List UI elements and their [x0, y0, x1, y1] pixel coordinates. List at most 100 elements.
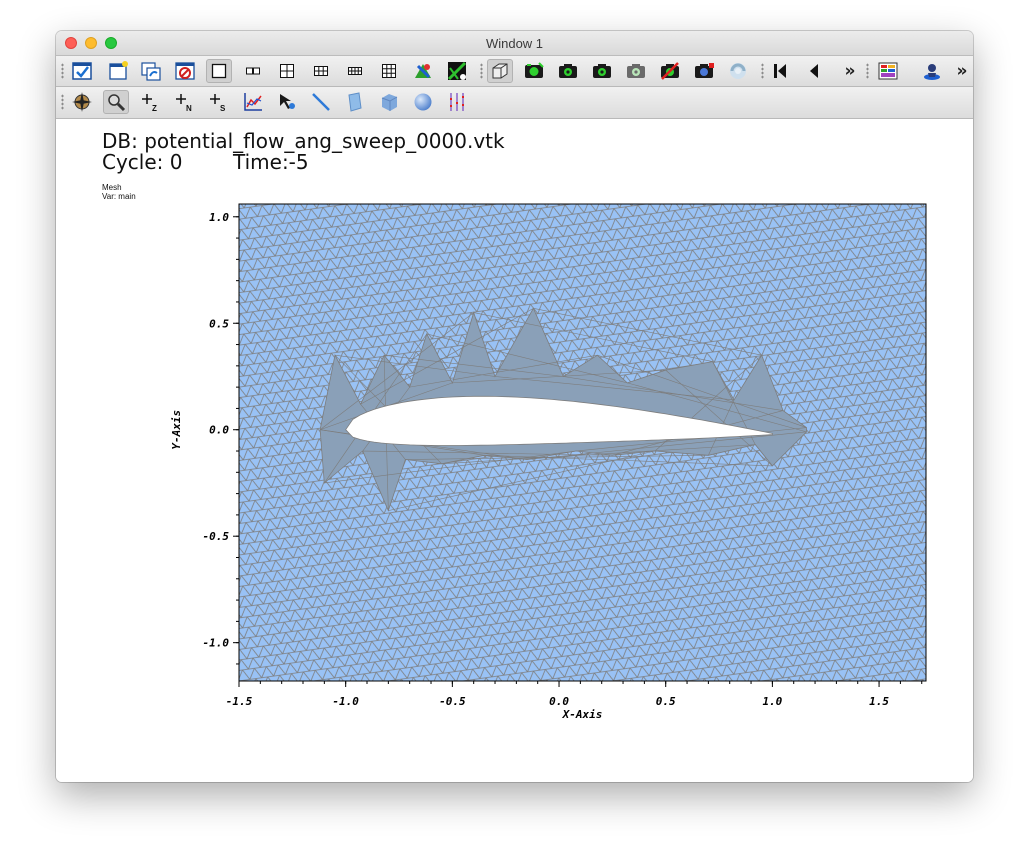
window-title: Window 1: [485, 36, 544, 51]
node-pick-label: N: [186, 104, 192, 113]
x-tick-label: 1.5: [869, 695, 889, 708]
line-tool-icon[interactable]: [308, 90, 334, 114]
refinement-line: [452, 369, 666, 384]
refinement-line: [334, 354, 496, 377]
y-tick-label: -1.0: [203, 637, 230, 650]
x-tick-label: -1.0: [332, 695, 359, 708]
zone-pick-icon[interactable]: Z: [138, 90, 164, 114]
refinement-line: [384, 354, 564, 377]
layout-2x3-icon[interactable]: [308, 59, 334, 83]
close-window-button[interactable]: [65, 37, 77, 49]
refinement-line: [533, 308, 762, 356]
toolbar-grip[interactable]: [761, 63, 764, 79]
refinement-line: [597, 354, 807, 428]
toolbar-grip[interactable]: [480, 63, 483, 79]
legend-variable: Var: main: [102, 192, 136, 201]
database-label: DB: potential_flow_ang_sweep_0000.vtk: [102, 129, 505, 153]
camera-view-1-icon[interactable]: [555, 59, 581, 83]
previous-frame-icon[interactable]: [801, 59, 827, 83]
clone-window-icon[interactable]: [138, 59, 164, 83]
refinement-line: [473, 312, 713, 362]
y-axis-label: Y-Axis: [170, 410, 183, 450]
first-frame-icon[interactable]: [767, 59, 793, 83]
x-tick-label: -1.5: [226, 695, 253, 708]
lineout-icon[interactable]: [240, 90, 266, 114]
layout-2x4-icon[interactable]: [342, 59, 368, 83]
box-tool-icon[interactable]: [376, 90, 402, 114]
refinement-line: [405, 454, 709, 460]
point-tool-icon[interactable]: [274, 90, 300, 114]
x-axis-label: X-Axis: [562, 708, 603, 721]
plane-tool-icon[interactable]: [342, 90, 368, 114]
view-3d-icon[interactable]: [487, 59, 513, 83]
x-axis-ticks: -1.5 -1.0 -0.5 0.0 0.5 1.0 1.5: [226, 681, 923, 708]
apply-window-icon[interactable]: [69, 59, 95, 83]
node-pick-icon[interactable]: N: [172, 90, 198, 114]
mesh-plot[interactable]: -1.5 -1.0 -0.5 0.0 0.5 1.0 1.5 1.00.50.0-0.5-1…: [56, 119, 973, 782]
legend-plot-type: Mesh: [102, 183, 122, 192]
sphere-tool-icon[interactable]: [410, 90, 436, 114]
visualization-canvas[interactable]: DB: potential_flow_ang_sweep_0000.vtk Cy…: [56, 119, 973, 782]
overflow-chevron-icon[interactable]: »: [844, 61, 856, 81]
y-tick-label: 0.5: [209, 317, 229, 330]
layout-2x2-icon[interactable]: [274, 59, 300, 83]
camera-view-3-icon[interactable]: [623, 59, 649, 83]
delete-window-icon[interactable]: [172, 59, 198, 83]
toolbar-grip[interactable]: [61, 94, 64, 110]
refinement-line: [665, 369, 773, 467]
main-toolbar: » »: [56, 56, 973, 87]
layout-1x1-icon[interactable]: [206, 59, 232, 83]
refinement-line: [526, 431, 807, 460]
x-tick-label: 1.0: [762, 695, 782, 708]
x-tick-label: 0.5: [656, 695, 676, 708]
interaction-toolbar: Z N S: [56, 87, 973, 119]
refinement-line: [426, 333, 628, 384]
layout-3x3-icon[interactable]: [376, 59, 402, 83]
layout-1x2-icon[interactable]: [240, 59, 266, 83]
minimize-window-button[interactable]: [85, 37, 97, 49]
refinement-line: [319, 312, 474, 430]
refinement-line: [409, 354, 598, 388]
camera-disabled-icon[interactable]: [657, 59, 683, 83]
refinement-line: [362, 450, 613, 456]
user-tool-icon[interactable]: [919, 59, 945, 83]
camera-view-4-icon[interactable]: [691, 59, 717, 83]
camera-view-2-icon[interactable]: [589, 59, 615, 83]
undo-view-icon[interactable]: [725, 59, 751, 83]
y-axis-ticks: 1.0 0.5 0.0 -0.5 -1.0: [203, 211, 239, 665]
refinement-line: [484, 454, 773, 467]
zone-pick-label: Z: [152, 104, 157, 113]
refinement-line: [563, 376, 784, 411]
spreadsheet-pick-label: S: [220, 104, 226, 113]
plot-frame: [238, 203, 927, 682]
navigate-compass-icon[interactable]: [69, 90, 95, 114]
title-bar[interactable]: Window 1: [56, 31, 973, 56]
zoom-icon[interactable]: [103, 90, 129, 114]
time-label: Time:-5: [233, 150, 309, 174]
refinement-line: [324, 333, 427, 484]
refinement-line: [441, 444, 756, 465]
lock-view-icon[interactable]: [410, 59, 436, 83]
refinement-line: [576, 427, 807, 452]
y-tick-label: 0.0: [209, 424, 229, 437]
spreadsheet-pick-icon[interactable]: S: [206, 90, 232, 114]
color-table-icon[interactable]: [875, 59, 901, 83]
lock-time-icon[interactable]: [444, 59, 470, 83]
overflow-chevron-icon[interactable]: »: [956, 61, 968, 81]
toolbar-grip[interactable]: [61, 63, 64, 79]
cycle-label: Cycle: 0: [102, 150, 183, 174]
airfoil-hole: [345, 395, 773, 446]
x-tick-label: -0.5: [439, 695, 466, 708]
axis-restriction-icon[interactable]: [444, 90, 470, 114]
y-tick-label: -0.5: [203, 530, 230, 543]
zoom-window-button[interactable]: [105, 37, 117, 49]
x-tick-label: 0.0: [549, 695, 569, 708]
y-tick-label: 1.0: [209, 211, 229, 224]
refinement-line: [388, 450, 656, 511]
toolbar-grip[interactable]: [866, 63, 869, 79]
new-window-icon[interactable]: [105, 59, 131, 83]
refinement-line: [627, 382, 807, 433]
save-view-icon[interactable]: [521, 59, 547, 83]
app-window: Window 1: [56, 31, 973, 782]
refinement-line: [324, 450, 577, 484]
